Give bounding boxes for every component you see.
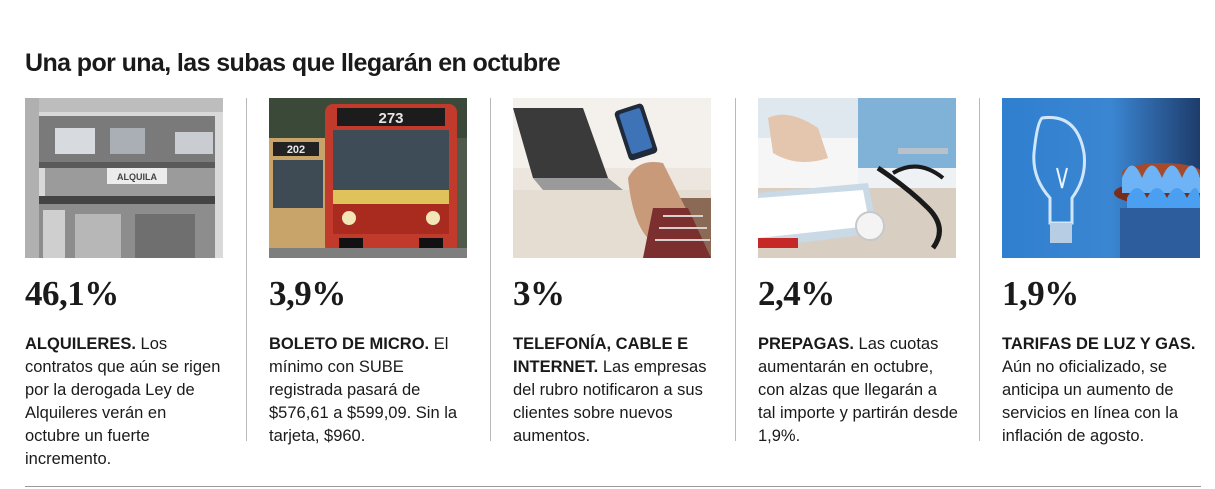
lead-boleto: BOLETO DE MICRO. — [269, 335, 430, 353]
percent-luz-gas: 1,9% — [1002, 274, 1079, 313]
percent-telefonia: 3% — [513, 274, 565, 313]
sign-alquila: ALQUILA — [117, 172, 157, 182]
desc-luz-gas: TARIFAS DE LUZ Y GAS. Aún no oficializad… — [1002, 333, 1202, 448]
item-boleto: 202 273 3,9% BOLETO DE MICRO. El mínimo … — [269, 98, 469, 445]
photo-celular — [513, 98, 711, 258]
photo-alquileres: ALQUILA — [25, 98, 223, 258]
column-divider — [246, 98, 247, 441]
item-telefonia: 3% TELEFONÍA, CABLE E INTERNET. Las empr… — [513, 98, 713, 445]
column-divider — [735, 98, 736, 441]
bottom-rule — [25, 486, 1201, 487]
percent-prepagas: 2,4% — [758, 274, 835, 313]
desc-alquileres: ALQUILERES. Los contratos que aún se rig… — [25, 333, 225, 471]
item-prepagas: 2,4% PREPAGAS. Las cuotas aumentarán en … — [758, 98, 958, 445]
item-luz-gas: 1,9% TARIFAS DE LUZ Y GAS. Aún no oficia… — [1002, 98, 1202, 445]
item-alquileres: ALQUILA 46,1% ALQUILERES. Los contratos … — [25, 98, 225, 468]
percent-alquileres: 46,1% — [25, 274, 119, 313]
headline: Una por una, las subas que llegarán en o… — [25, 49, 561, 77]
text-prepagas: Las cuotas aumentarán en octubre, con al… — [758, 335, 958, 445]
bus-sign-273: 273 — [378, 110, 403, 127]
lead-luz-gas: TARIFAS DE LUZ Y GAS. — [1002, 335, 1196, 353]
desc-prepagas: PREPAGAS. Las cuotas aumentarán en octub… — [758, 333, 958, 448]
lead-telefonia: TELEFONÍA, CABLE E INTERNET. — [513, 335, 689, 376]
text-luz-gas: Aún no oficializado, se anticipa un aume… — [1002, 358, 1179, 445]
text-telefonia: Las empresas del rubro notificaron a sus… — [513, 358, 707, 445]
column-divider — [490, 98, 491, 441]
photo-colectivo: 202 273 — [269, 98, 467, 258]
percent-boleto: 3,9% — [269, 274, 346, 313]
lead-alquileres: ALQUILERES. — [25, 335, 136, 353]
infographic-grid: ALQUILA 46,1% ALQUILERES. Los contratos … — [0, 98, 1215, 468]
photo-medico — [758, 98, 956, 258]
text-boleto: El mínimo con SUBE registrada pasará de … — [269, 335, 458, 445]
lead-prepagas: PREPAGAS. — [758, 335, 854, 353]
photo-lampara-gas — [1002, 98, 1200, 258]
bus-sign-202: 202 — [287, 144, 305, 156]
desc-boleto: BOLETO DE MICRO. El mínimo con SUBE regi… — [269, 333, 469, 448]
column-divider — [979, 98, 980, 441]
text-alquileres: Los contratos que aún se rigen por la de… — [25, 335, 221, 468]
desc-telefonia: TELEFONÍA, CABLE E INTERNET. Las empresa… — [513, 333, 713, 448]
